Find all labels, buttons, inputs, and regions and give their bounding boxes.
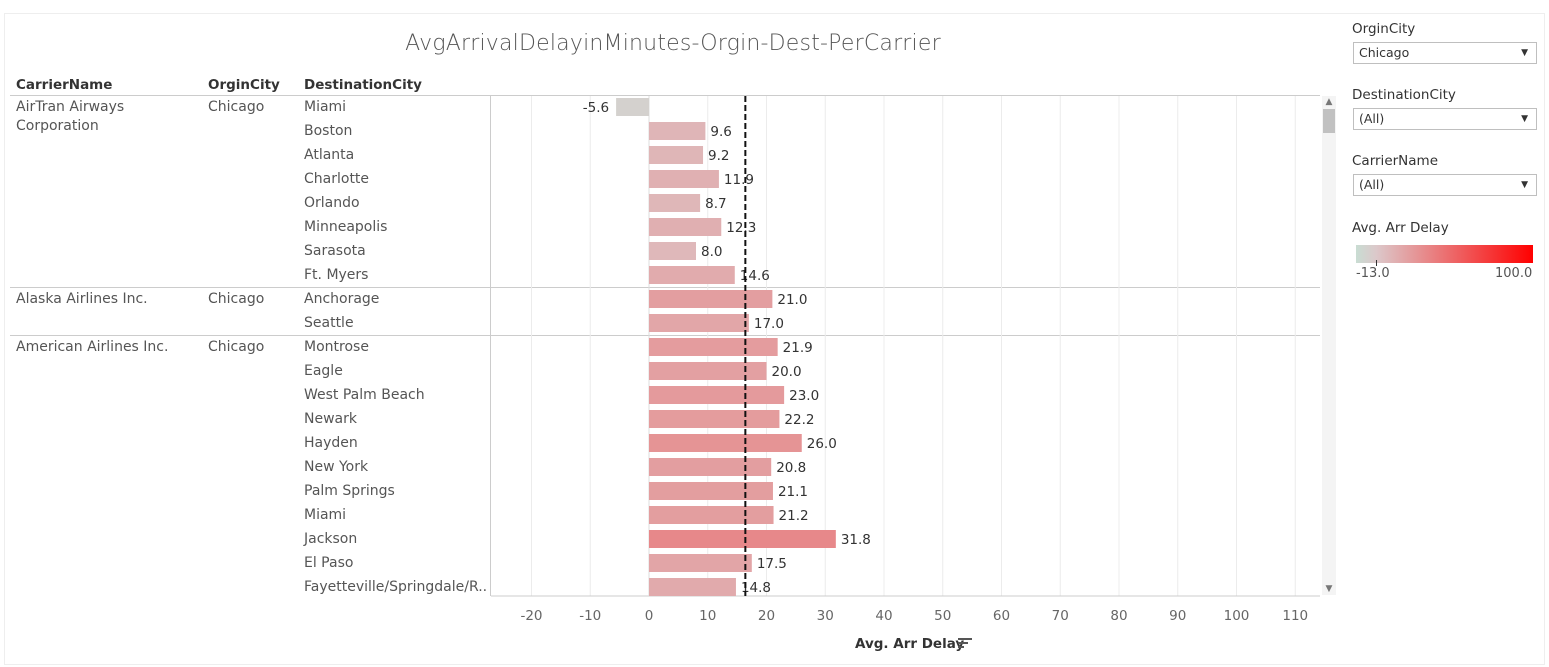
destination-city[interactable]: Newark [304, 411, 357, 427]
destination-city[interactable]: Montrose [304, 339, 369, 355]
legend-zero-tick [1376, 260, 1378, 266]
destination-city[interactable]: Miami [304, 507, 347, 523]
destination-city[interactable]: Sarasota [304, 243, 366, 259]
group-divider-1 [10, 287, 1320, 288]
origin-city[interactable]: Chicago [208, 339, 265, 355]
legend-title: Avg. Arr Delay [1352, 220, 1449, 236]
destination-city[interactable]: El Paso [304, 555, 354, 571]
destination-city[interactable]: Ft. Myers [304, 267, 369, 283]
destination-city[interactable]: Palm Springs [304, 483, 395, 499]
carrier-name[interactable]: AirTran Airways Corporation [16, 99, 125, 134]
filter-origin-select[interactable]: Chicago ▼ [1353, 42, 1537, 64]
carrier-name[interactable]: Alaska Airlines Inc. [16, 291, 148, 307]
scroll-up-icon[interactable]: ▲ [1325, 97, 1333, 107]
destination-city[interactable]: Seattle [304, 315, 354, 331]
filter-carrier-value: (All) [1359, 177, 1385, 192]
destination-city[interactable]: Eagle [304, 363, 343, 379]
chevron-down-icon: ▼ [1521, 114, 1528, 124]
origin-city[interactable]: Chicago [208, 99, 265, 115]
destination-city[interactable]: Boston [304, 123, 353, 139]
legend-min: -13.0 [1356, 266, 1390, 281]
header-carrier[interactable]: CarrierName [16, 77, 113, 93]
destination-city[interactable]: Atlanta [304, 147, 355, 163]
destination-city[interactable]: New York [304, 459, 369, 475]
legend-max: 100.0 [1495, 266, 1533, 281]
filter-carrier-label: CarrierName [1352, 153, 1438, 169]
destination-city[interactable]: Charlotte [304, 171, 370, 187]
header-destination[interactable]: DestinationCity [304, 77, 422, 93]
scroll-down-icon[interactable]: ▼ [1325, 584, 1333, 594]
sort-icon[interactable] [958, 638, 972, 650]
destination-city[interactable]: Miami [304, 99, 347, 115]
filter-destination-label: DestinationCity [1352, 87, 1456, 103]
destination-city[interactable]: Jackson [304, 531, 358, 547]
chevron-down-icon: ▼ [1521, 48, 1528, 58]
filter-destination-value: (All) [1359, 111, 1385, 126]
filter-origin-label: OrginCity [1352, 21, 1416, 37]
destination-city[interactable]: Anchorage [304, 291, 380, 307]
chevron-down-icon: ▼ [1521, 180, 1528, 190]
vertical-scrollbar[interactable] [1322, 96, 1336, 595]
dashboard-frame [4, 13, 1545, 665]
destination-city[interactable]: Hayden [304, 435, 358, 451]
destination-city[interactable]: Minneapolis [304, 219, 388, 235]
header-divider [10, 95, 1320, 96]
color-legend-gradient [1356, 245, 1533, 266]
chart-title: AvgArrivalDelayinMinutes-Orgin-Dest-PerC… [405, 31, 941, 56]
destination-city[interactable]: Fayetteville/Springdale/R.. [304, 579, 488, 595]
x-axis-label: Avg. Arr Delay [855, 636, 965, 652]
filter-origin-value: Chicago [1359, 45, 1410, 60]
header-origin[interactable]: OrginCity [208, 77, 280, 93]
filter-destination-select[interactable]: (All) ▼ [1353, 108, 1537, 130]
filter-carrier-select[interactable]: (All) ▼ [1353, 174, 1537, 196]
pane-divider [490, 95, 491, 596]
destination-city[interactable]: Orlando [304, 195, 360, 211]
group-divider-2 [10, 335, 1320, 336]
carrier-name[interactable]: American Airlines Inc. [16, 339, 169, 355]
origin-city[interactable]: Chicago [208, 291, 265, 307]
destination-city[interactable]: West Palm Beach [304, 387, 425, 403]
scrollbar-thumb[interactable] [1323, 109, 1335, 133]
